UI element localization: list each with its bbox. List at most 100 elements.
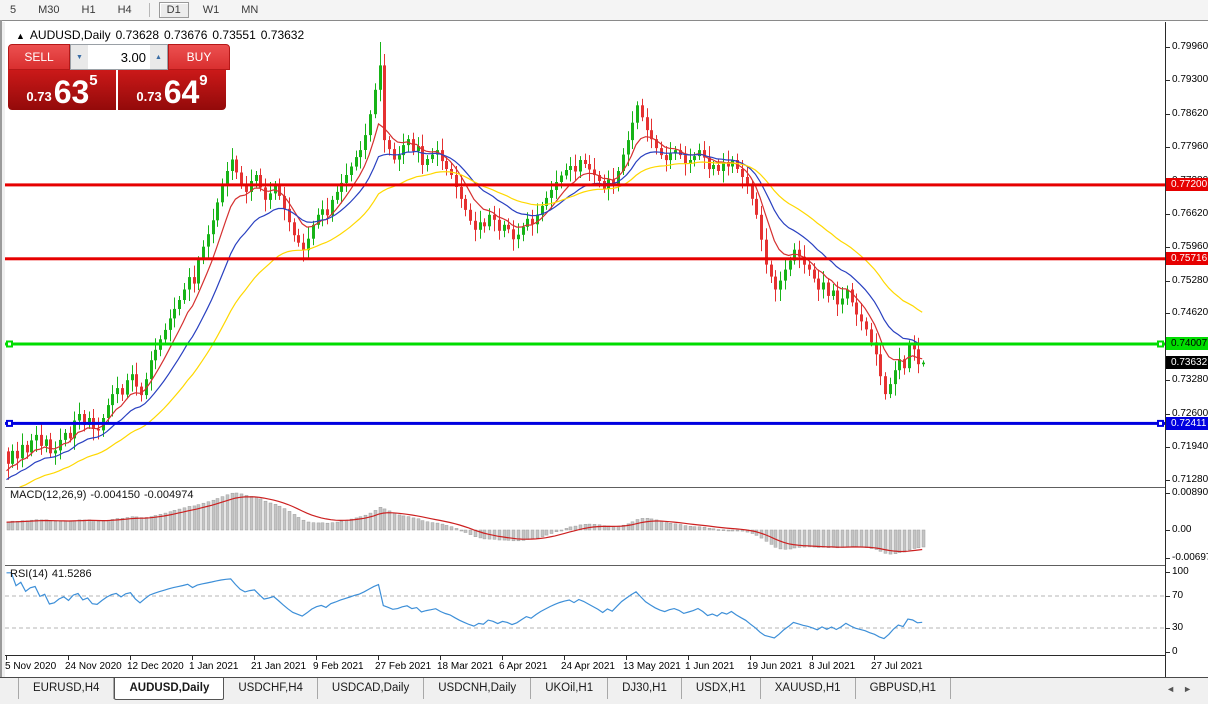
date-label: 6 Apr 2021 (499, 661, 548, 672)
price-tick-label: 0.73280 (1172, 374, 1208, 386)
date-label: 9 Feb 2021 (313, 661, 364, 672)
chart-tab-dj30-h1[interactable]: DJ30,H1 (608, 678, 682, 699)
date-tick (378, 656, 379, 660)
timeframe-toolbar: 5 M30 H1 H4 D1 W1 MN (0, 0, 1208, 20)
date-label: 1 Jun 2021 (685, 661, 735, 672)
rsi-value: 41.5286 (51, 568, 92, 580)
rsi-scale-label: 30 (1172, 622, 1184, 633)
price-chart-area[interactable] (5, 22, 1165, 487)
hline-price-label: 0.72411 (1166, 416, 1208, 430)
panel-splitter-macd[interactable] (5, 487, 1165, 489)
rsi-tick (1166, 628, 1170, 629)
date-label: 24 Apr 2021 (561, 661, 615, 672)
date-label: 21 Jan 2021 (251, 661, 307, 672)
window-border-left-inner (2, 22, 5, 704)
one-click-collapse-icon[interactable]: ▲ (16, 31, 25, 41)
tabs-scroll-right-icon[interactable]: ► (1183, 684, 1200, 694)
price-tick-label: 0.75960 (1172, 240, 1208, 252)
macd-value-signal: -0.004974 (143, 489, 194, 501)
date-tick (192, 656, 193, 660)
rsi-indicator-area[interactable] (5, 567, 1165, 655)
price-tick (1166, 280, 1170, 282)
timeframe-button-d1[interactable]: D1 (158, 2, 189, 18)
volume-increase-button[interactable]: ▲ (150, 45, 167, 69)
chart-tab-usdcnh-daily[interactable]: USDCNH,Daily (424, 678, 532, 699)
price-tick (1166, 414, 1170, 416)
ohlc-open: 0.73628 (115, 28, 159, 42)
date-axis-line (5, 655, 1208, 656)
date-label: 5 Nov 2020 (5, 661, 57, 672)
macd-scale-max: 0.008903 (1172, 487, 1208, 498)
chart-tab-xauusd-h1[interactable]: XAUUSD,H1 (761, 678, 856, 699)
rsi-tick (1166, 572, 1170, 573)
date-label: 12 Dec 2020 (127, 661, 184, 672)
volume-spinner: ▼ ▲ (70, 44, 168, 70)
volume-input[interactable] (88, 45, 150, 69)
macd-scale-zero: 0.00 (1172, 524, 1192, 535)
panel-splitter-rsi[interactable] (5, 565, 1165, 567)
date-tick (626, 656, 627, 660)
chart-tab-gbpusd-h1[interactable]: GBPUSD,H1 (856, 678, 952, 699)
date-tick (440, 656, 441, 660)
date-tick (688, 656, 689, 660)
sell-price-display[interactable]: 0.73 63 5 (8, 70, 116, 110)
chart-tab-usdx-h1[interactable]: USDX,H1 (682, 678, 761, 699)
price-tick (1166, 380, 1170, 382)
date-label: 27 Feb 2021 (375, 661, 432, 672)
toolbar-separator (148, 3, 150, 17)
macd-indicator-area[interactable] (5, 489, 1165, 565)
window-border-top (0, 20, 1208, 21)
volume-decrease-button[interactable]: ▼ (71, 45, 88, 69)
chart-title: ▲ AUDUSD,Daily 0.73628 0.73676 0.73551 0.7363… (16, 28, 304, 42)
date-axis[interactable]: 5 Nov 2020 24 Nov 2020 12 Dec 2020 1 Jan 20… (5, 656, 1165, 676)
rsi-tick (1166, 652, 1170, 653)
price-tick-label: 0.71280 (1172, 473, 1208, 485)
chart-tab-usdcad-daily[interactable]: USDCAD,Daily (318, 678, 425, 699)
sell-price-big: 63 (53, 74, 90, 110)
timeframe-button-m30[interactable]: M30 (38, 4, 60, 16)
tabs-scroll-left-icon[interactable]: ◄ (1166, 684, 1184, 694)
rsi-label: RSI(14) 41.5286 (10, 568, 96, 580)
date-label: 13 May 2021 (623, 661, 681, 672)
price-tick (1166, 246, 1170, 248)
price-tick (1166, 114, 1170, 116)
price-tick-label: 0.72600 (1172, 408, 1208, 420)
timeframe-button-5[interactable]: 5 (10, 4, 17, 16)
buy-price-display[interactable]: 0.73 64 9 (118, 70, 226, 110)
chart-tab-usdchf-h4[interactable]: USDCHF,H4 (224, 678, 318, 699)
macd-scale-min: -0.00697 (1172, 552, 1208, 563)
price-tick-label: 0.75280 (1172, 274, 1208, 286)
macd-title: MACD(12,26,9) (10, 489, 87, 501)
ohlc-close: 0.73632 (260, 28, 305, 42)
spinner-down-icon: ▼ (76, 53, 83, 61)
price-tick (1166, 213, 1170, 215)
timeframe-button-w1[interactable]: W1 (202, 4, 220, 16)
chart-tab-ukoil-h1[interactable]: UKOil,H1 (531, 678, 609, 699)
price-axis[interactable]: 0.799600.793000.786200.779600.772800.766… (1166, 22, 1208, 677)
chart-tab-bar: EURUSD,H4 AUDUSD,Daily USDCHF,H4 USDCAD,Dai… (0, 678, 1208, 704)
date-label: 1 Jan 2021 (189, 661, 239, 672)
rsi-scale-label: 70 (1172, 590, 1184, 601)
spinner-up-icon: ▲ (155, 53, 162, 61)
date-tick (6, 656, 7, 660)
price-tick-label: 0.78620 (1172, 108, 1208, 120)
chart-tab-eurusd-h4[interactable]: EURUSD,H4 (18, 678, 115, 699)
sell-button[interactable]: SELL (8, 44, 70, 70)
chart-tab-audusd-daily[interactable]: AUDUSD,Daily (114, 678, 225, 700)
date-tick (812, 656, 813, 660)
buy-button[interactable]: BUY (168, 44, 230, 70)
price-tick (1166, 80, 1170, 82)
price-tick-label: 0.79300 (1172, 74, 1208, 86)
ohlc-low: 0.73551 (212, 28, 256, 42)
price-tick (1166, 47, 1170, 49)
hline-price-label: 0.77200 (1166, 178, 1208, 192)
timeframe-button-h4[interactable]: H4 (117, 4, 132, 16)
window-border-left (0, 20, 2, 704)
timeframe-button-mn[interactable]: MN (241, 4, 259, 16)
tab-bar-border (0, 677, 1208, 678)
tab-scroll-arrows[interactable]: ◄► (1166, 684, 1200, 694)
timeframe-button-h1[interactable]: H1 (81, 4, 96, 16)
chart-symbol-label: AUDUSD,Daily (29, 28, 111, 42)
window-border-top-inner (0, 21, 1208, 22)
rsi-scale-label: 100 (1172, 566, 1189, 577)
